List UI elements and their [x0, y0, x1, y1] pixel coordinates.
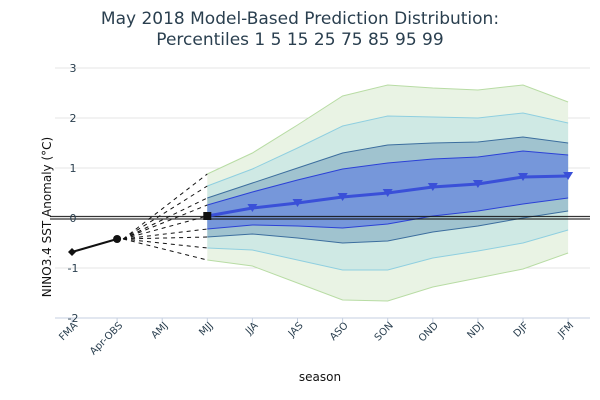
- x-tick-label: JAS: [286, 320, 306, 340]
- dash-p25: [123, 228, 208, 240]
- y-tick-label: 3: [70, 62, 77, 75]
- median-marker: [247, 204, 258, 212]
- x-tick-label: OND: [417, 320, 441, 344]
- band-p1-p99-upper-edge: [207, 84, 569, 175]
- x-tick-label: AMJ: [150, 320, 171, 341]
- dash-p5: [123, 238, 208, 249]
- band-p5-p95-upper-edge: [207, 112, 569, 187]
- x-tick-label: ASO: [328, 320, 351, 343]
- observed-line: [71, 238, 118, 253]
- median-marker: [518, 173, 528, 181]
- dash-p95: [122, 185, 208, 240]
- x-tick-label: MJJ: [197, 320, 215, 338]
- median-marker: [427, 183, 438, 191]
- y-tick-label: -2: [68, 312, 79, 325]
- median-series: [203, 172, 574, 220]
- y-tick-label: -1: [68, 262, 79, 275]
- median-marker: [292, 199, 303, 207]
- median-marker: [337, 193, 348, 201]
- y-tick-label: 1: [70, 162, 77, 175]
- band-p25-p75-lower-edge: [207, 197, 569, 230]
- band-p25-p75-upper-edge: [207, 150, 569, 206]
- dash-p1: [122, 238, 208, 261]
- chart-subtitle: Percentiles 1 5 15 25 75 85 95 99: [156, 30, 443, 50]
- band-p1-p99-lower-edge: [207, 252, 569, 302]
- median-marker: [563, 172, 574, 180]
- x-tick-label: JFM: [555, 320, 576, 341]
- dash-p99: [122, 173, 208, 240]
- y-tick-label: 0: [70, 212, 77, 225]
- x-axis-ticks: FMA Apr-OBS AMJ MJJ JJA JAS ASO SON OND NDJ DJF JFM: [57, 318, 576, 357]
- x-tick-label: JJA: [243, 320, 260, 337]
- y-axis-label: NINO3.4 SST Anomaly (°C): [40, 137, 54, 297]
- dash-median: [122, 215, 208, 240]
- x-axis-label: season: [299, 370, 341, 384]
- y-tick-label: 2: [70, 112, 77, 125]
- observed-series: [68, 235, 122, 256]
- band-p5-p95-lower-edge: [207, 229, 569, 271]
- x-tick-label: Apr-OBS: [88, 320, 125, 357]
- reference-lines: [50, 215, 590, 220]
- y-axis-ticks: 3 2 1 0 -1 -2: [68, 62, 79, 325]
- observed-marker: [68, 248, 76, 256]
- band-p15-p85-upper-edge: [207, 136, 569, 199]
- transition-dashes: [122, 173, 208, 261]
- median-start-marker: [203, 212, 212, 220]
- median-marker: [382, 189, 393, 197]
- x-tick-label: SON: [373, 320, 396, 343]
- observed-marker: [113, 235, 122, 243]
- dash-p15: [123, 236, 208, 240]
- x-tick-label: NDJ: [465, 320, 486, 341]
- band-p15-p85-lower-edge: [207, 210, 569, 244]
- x-tick-label: DJF: [512, 320, 532, 340]
- chart-title: May 2018 Model-Based Prediction Distribu…: [101, 9, 499, 29]
- median-marker: [472, 180, 483, 188]
- dash-p75: [122, 204, 208, 240]
